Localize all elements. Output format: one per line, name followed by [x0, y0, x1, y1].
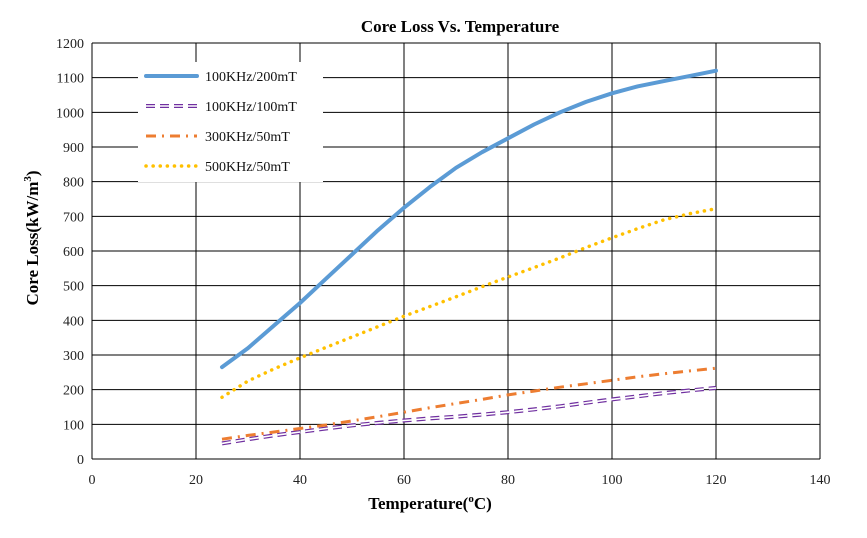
series-3 [221, 366, 717, 441]
y-axis-title: Core Loss(kW/m3) [22, 170, 42, 305]
y-tick-label: 600 [63, 245, 84, 260]
series-3-path [221, 366, 717, 441]
legend-entry-2: 100KHz/100mT [205, 100, 297, 115]
y-axis-title-text: Core Loss(kW/m [23, 182, 42, 306]
chart-title: Core Loss Vs. Temperature [361, 17, 560, 36]
y-tick-label: 300 [63, 349, 84, 364]
series-4-path [220, 206, 718, 400]
y-tick-label: 900 [63, 141, 84, 156]
series-1-path [220, 68, 718, 370]
y-tick-label: 1200 [56, 37, 84, 52]
series-2-path-inner [221, 387, 717, 445]
x-axis-title-degree: o [468, 493, 474, 505]
x-tick-label: 60 [397, 473, 411, 488]
series-1 [220, 68, 718, 370]
y-tick-label: 700 [63, 210, 84, 225]
legend-background [138, 62, 323, 182]
y-axis-title-superscript: 3 [22, 176, 34, 182]
y-tick-label: 1100 [57, 72, 84, 87]
y-tick-label: 1000 [56, 106, 84, 121]
y-axis-title-tail: ) [23, 170, 42, 176]
y-tick-label: 100 [63, 418, 84, 433]
x-tick-label: 140 [810, 473, 831, 488]
x-axis-title-text: Temperature( [368, 494, 468, 513]
y-tick-label: 800 [63, 176, 84, 191]
legend-entry-3: 300KHz/50mT [205, 130, 290, 145]
x-tick-label: 120 [706, 473, 727, 488]
x-tick-label: 0 [89, 473, 96, 488]
y-tick-label: 0 [77, 453, 84, 468]
legend: 100KHz/200mT 100KHz/100mT 300KHz/50mT 500KH… [138, 62, 323, 182]
x-axis-title-unit: C) [474, 494, 492, 513]
series-lines [220, 68, 718, 446]
y-tick-label: 500 [63, 280, 84, 295]
legend-entry-4: 500KHz/50mT [205, 160, 290, 175]
y-tick-label: 200 [63, 384, 84, 399]
series-2 [221, 385, 717, 446]
y-tick-label: 400 [63, 314, 84, 329]
x-axis-title: Temperature(oC) [368, 493, 492, 513]
tick-labels: 0100200300400500600700800900100011001200… [56, 37, 831, 488]
x-tick-label: 40 [293, 473, 307, 488]
legend-entry-1: 100KHz/200mT [205, 70, 297, 85]
x-tick-label: 80 [501, 473, 515, 488]
series-4 [220, 206, 718, 400]
x-tick-label: 20 [189, 473, 203, 488]
x-tick-label: 100 [602, 473, 623, 488]
